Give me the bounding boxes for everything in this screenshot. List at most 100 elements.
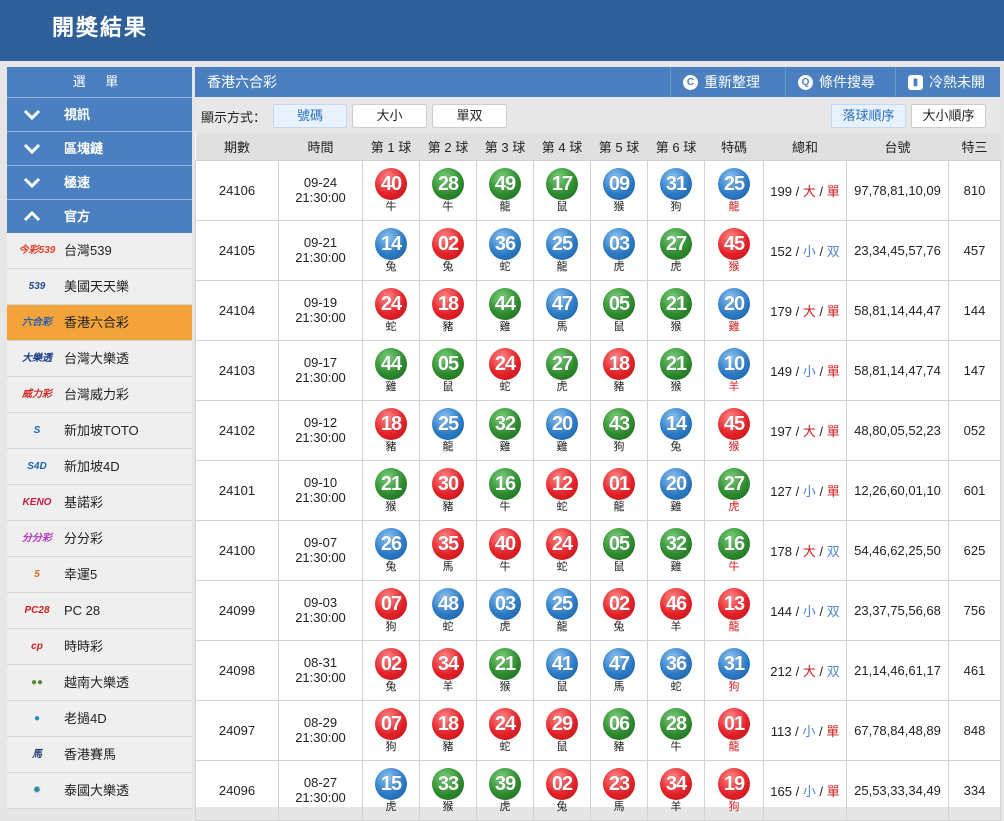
column-header[interactable]: 第 5 球 bbox=[590, 133, 648, 161]
sidebar-item[interactable]: 分分彩 分分彩 bbox=[7, 521, 192, 557]
ball-cell: 28 牛 bbox=[419, 159, 477, 221]
te-san: 810 bbox=[948, 159, 1001, 221]
special-zodiac: 龍 bbox=[728, 200, 740, 213]
column-header[interactable]: 第 6 球 bbox=[647, 133, 705, 161]
zodiac: 猴 bbox=[499, 680, 511, 693]
ball-cell: 39 虎 bbox=[476, 759, 534, 821]
ball: 15 bbox=[375, 767, 407, 800]
zodiac: 雞 bbox=[499, 440, 511, 453]
sort-size-order-button[interactable]: 大小順序 bbox=[911, 104, 986, 128]
draw-clock: 21:30:00 bbox=[295, 670, 346, 685]
ball-cell: 27 虎 bbox=[533, 339, 591, 401]
ball: 01 bbox=[603, 467, 635, 500]
sidebar-item-label: 新加坡4D bbox=[64, 459, 120, 474]
sidebar-item[interactable]: 威力彩 台灣威力彩 bbox=[7, 377, 192, 413]
sidebar-item[interactable]: ● 老撾4D bbox=[7, 701, 192, 737]
sidebar-item-label: 香港賽馬 bbox=[64, 747, 117, 762]
special-ball: 45 bbox=[718, 407, 750, 440]
size: 小 bbox=[802, 483, 816, 499]
category-1[interactable]: 區塊鏈 bbox=[7, 131, 192, 165]
sum: 197 bbox=[770, 423, 792, 439]
sidebar-item[interactable]: PC28 PC 28 bbox=[7, 593, 192, 629]
search-button[interactable]: Q 條件搜尋 bbox=[785, 67, 893, 97]
sidebar-item[interactable]: 今彩539 台灣539 bbox=[7, 233, 192, 269]
ball: 36 bbox=[660, 647, 692, 680]
zodiac: 鼠 bbox=[556, 200, 568, 213]
ball: 40 bbox=[375, 167, 407, 200]
mode-number-button[interactable]: 號碼 bbox=[273, 104, 347, 128]
ball: 44 bbox=[375, 347, 407, 380]
te-san: 756 bbox=[948, 579, 1001, 641]
sidebar-item[interactable]: 5 幸運5 bbox=[7, 557, 192, 593]
zodiac: 豬 bbox=[613, 380, 625, 393]
sidebar-item[interactable]: KENO 基諾彩 bbox=[7, 485, 192, 521]
ball: 46 bbox=[660, 587, 692, 620]
special-cell: 27 虎 bbox=[704, 459, 764, 521]
te-san: 625 bbox=[948, 519, 1001, 581]
zodiac: 雞 bbox=[385, 380, 397, 393]
hot-cold-button[interactable]: ▮ 冷熱未開 bbox=[895, 67, 1000, 97]
column-header[interactable]: 特碼 bbox=[704, 133, 764, 161]
lottery-logo-icon: 威力彩 bbox=[22, 389, 52, 400]
special-ball: 25 bbox=[718, 167, 750, 200]
column-header[interactable]: 台號 bbox=[846, 133, 949, 161]
sort-draw-order-button[interactable]: 落球順序 bbox=[831, 104, 906, 128]
category-2[interactable]: 極速 bbox=[7, 165, 192, 199]
size: 大 bbox=[802, 663, 816, 679]
draw-clock: 21:30:00 bbox=[295, 250, 346, 265]
column-header[interactable]: 第 1 球 bbox=[362, 133, 420, 161]
refresh-label: 重新整理 bbox=[704, 74, 760, 90]
draw-date: 09-19 bbox=[303, 295, 338, 310]
ball-cell: 31 狗 bbox=[647, 159, 705, 221]
zodiac: 虎 bbox=[556, 380, 568, 393]
sidebar-item[interactable]: S4D 新加坡4D bbox=[7, 449, 192, 485]
column-header[interactable]: 總和 bbox=[763, 133, 847, 161]
ball-cell: 16 牛 bbox=[476, 459, 534, 521]
column-header[interactable]: 第 3 球 bbox=[476, 133, 534, 161]
ball: 25 bbox=[432, 407, 464, 440]
ball-cell: 21 猴 bbox=[362, 459, 420, 521]
zodiac: 虎 bbox=[670, 260, 682, 273]
ball: 24 bbox=[375, 287, 407, 320]
mode-size-button[interactable]: 大小 bbox=[352, 104, 427, 128]
sidebar-item[interactable]: cp 時時彩 bbox=[7, 629, 192, 665]
draw-date: 09-24 bbox=[303, 175, 338, 190]
refresh-button[interactable]: C 重新整理 bbox=[670, 67, 791, 97]
draw-date: 09-21 bbox=[303, 235, 338, 250]
ball-cell: 02 兔 bbox=[362, 639, 420, 701]
sidebar-item[interactable]: 六合彩 香港六合彩 bbox=[7, 305, 192, 341]
sidebar-item[interactable]: 539 美國天天樂 bbox=[7, 269, 192, 305]
ball: 24 bbox=[489, 707, 521, 740]
ball-cell: 25 龍 bbox=[533, 219, 591, 281]
sidebar-item-label: 越南大樂透 bbox=[64, 675, 130, 690]
ball: 32 bbox=[489, 407, 521, 440]
category-0[interactable]: 視訊 bbox=[7, 97, 192, 131]
column-header[interactable]: 第 4 球 bbox=[533, 133, 591, 161]
sidebar-item[interactable]: ✹ 泰國大樂透 bbox=[7, 773, 192, 809]
sum-cell: 212 / 大 / 双 bbox=[763, 639, 847, 701]
zodiac: 龍 bbox=[613, 500, 625, 513]
special-zodiac: 龍 bbox=[728, 620, 740, 633]
column-header[interactable]: 期數 bbox=[195, 133, 279, 161]
ball: 34 bbox=[432, 647, 464, 680]
zodiac: 雞 bbox=[499, 320, 511, 333]
zodiac: 豬 bbox=[442, 500, 454, 513]
ball: 30 bbox=[432, 467, 464, 500]
ball-cell: 25 龍 bbox=[533, 579, 591, 641]
special-cell: 10 羊 bbox=[704, 339, 764, 401]
column-header[interactable]: 特三 bbox=[948, 133, 1001, 161]
category-label: 視訊 bbox=[64, 107, 91, 122]
sidebar-item[interactable]: ●● 越南大樂透 bbox=[7, 665, 192, 701]
column-header[interactable]: 第 2 球 bbox=[419, 133, 477, 161]
sidebar-item-label: 台灣539 bbox=[64, 243, 112, 258]
sidebar-item[interactable]: 馬 香港賽馬 bbox=[7, 737, 192, 773]
draw-time: 09-10 21:30:00 bbox=[278, 459, 363, 521]
table-row: 24098 08-31 21:30:00 02 兔 34 羊 21 猴 41 鼠 47 馬 36 蛇 31 狗 2… bbox=[195, 639, 1001, 701]
sidebar-item[interactable]: S 新加坡TOTO bbox=[7, 413, 192, 449]
column-header[interactable]: 時間 bbox=[278, 133, 363, 161]
sum-cell: 113 / 小 / 單 bbox=[763, 699, 847, 761]
sidebar-item[interactable]: 大樂透 台灣大樂透 bbox=[7, 341, 192, 377]
tai-number: 23,37,75,56,68 bbox=[846, 579, 949, 641]
category-3[interactable]: 官方 bbox=[7, 199, 192, 233]
mode-parity-button[interactable]: 單双 bbox=[432, 104, 507, 128]
